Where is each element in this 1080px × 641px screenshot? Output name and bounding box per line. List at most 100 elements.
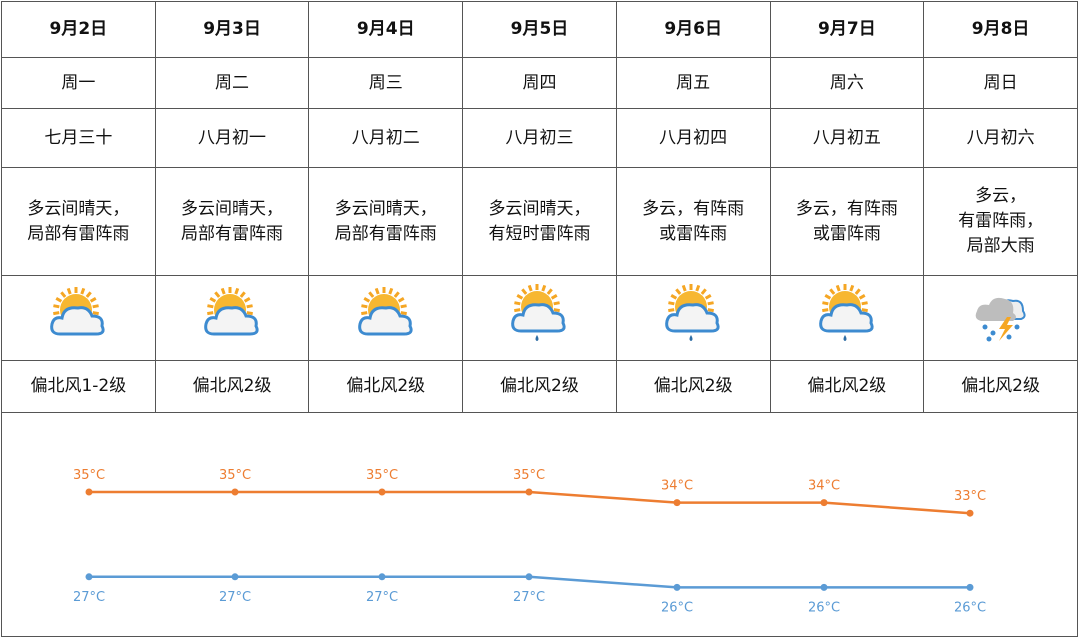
forecast-table: 9月2日 9月3日 9月4日 9月5日 9月6日 9月7日 9月8日周一 周二 周三 周四 周五 周六… xyxy=(1,1,1078,413)
wind-text: 偏北风2级 xyxy=(653,376,733,396)
wind-text: 偏北风2级 xyxy=(961,376,1041,396)
high-temp-point xyxy=(820,499,828,507)
low-temp-label: 27°C xyxy=(219,590,251,605)
wind-cell: 偏北风2级 xyxy=(769,360,925,413)
wind-row: 偏北风1-2级 偏北风2级 偏北风2级 偏北风2级 偏北风2级 偏北风2级 偏北风2级 xyxy=(1,360,1078,413)
low-temp-label: 27°C xyxy=(513,590,545,605)
weather-text: 多云间晴天， 有短时雷阵雨 xyxy=(488,198,591,244)
weekday-row: 周一 周二 周三 周四 周五 周六 周日 xyxy=(1,57,1078,109)
icon-row xyxy=(1,275,1078,361)
weather-icon-cell xyxy=(923,275,1078,361)
high-temp-point xyxy=(85,488,93,496)
wind-text: 偏北风1-2级 xyxy=(30,376,127,396)
weekday-text: 周四 xyxy=(522,72,557,93)
weather-cell: 多云间晴天， 局部有雷阵雨 xyxy=(154,167,310,276)
date-cell: 9月4日 xyxy=(308,1,464,58)
high-temp-point xyxy=(378,488,386,496)
temperature-chart-svg: 35°C 35°C 35°C 35°C 34°C 34°C 33°C 27°C 27°C 27°C… xyxy=(73,468,986,615)
thunderstorm-icon xyxy=(971,297,1031,350)
wind-text: 偏北风2级 xyxy=(807,376,887,396)
low-temp-point xyxy=(966,583,974,591)
low-temp-point xyxy=(85,573,93,581)
high-temp-point xyxy=(525,488,533,496)
low-temp-point xyxy=(378,573,386,581)
high-temp-label: 35°C xyxy=(366,468,398,483)
temperature-chart: 35°C 35°C 35°C 35°C 34°C 34°C 33°C 27°C 27°C 27°C… xyxy=(1,412,1078,637)
high-temp-label: 35°C xyxy=(219,468,251,483)
high-temp-label: 34°C xyxy=(661,479,693,494)
weather-text: 多云，有阵雨 或雷阵雨 xyxy=(642,198,745,244)
low-temp-point xyxy=(525,573,533,581)
lunar-text: 八月初二 xyxy=(351,127,420,148)
weather-icon-cell xyxy=(308,275,464,361)
lunar-row: 七月三十 八月初一 八月初二 八月初三 八月初四 八月初五 八月初六 xyxy=(1,108,1078,168)
high-temp-label: 35°C xyxy=(513,468,545,483)
low-temp-point xyxy=(820,583,828,591)
date-cell: 9月8日 xyxy=(923,1,1078,58)
low-temp-label: 27°C xyxy=(73,590,105,605)
low-temp-label: 26°C xyxy=(808,600,840,615)
partly-cloudy-icon xyxy=(354,287,418,347)
weekday-text: 周五 xyxy=(676,72,711,93)
wind-cell: 偏北风2级 xyxy=(615,360,771,413)
weather-icon-cell xyxy=(769,275,925,361)
wind-text: 偏北风2级 xyxy=(192,376,272,396)
weather-icon-cell xyxy=(1,275,156,361)
date-text: 9月4日 xyxy=(356,19,415,39)
date-cell: 9月2日 xyxy=(1,1,156,58)
weekday-cell: 周日 xyxy=(923,57,1078,109)
date-cell: 9月7日 xyxy=(769,1,925,58)
weekday-cell: 周一 xyxy=(1,57,156,109)
wind-cell: 偏北风2级 xyxy=(462,360,617,413)
partly-cloudy-rain-icon xyxy=(661,284,725,350)
date-text: 9月3日 xyxy=(203,19,261,39)
wind-cell: 偏北风2级 xyxy=(308,360,464,413)
partly-cloudy-rain-icon xyxy=(507,284,571,350)
date-cell: 9月5日 xyxy=(462,1,617,58)
high-temp-point xyxy=(231,488,239,496)
date-cell: 9月3日 xyxy=(154,1,310,58)
date-text: 9月2日 xyxy=(49,19,108,39)
weather-cell: 多云，有阵雨 或雷阵雨 xyxy=(769,167,925,276)
high-temp-point xyxy=(966,509,974,517)
weekday-text: 周一 xyxy=(61,72,96,93)
lunar-text: 八月初四 xyxy=(659,127,728,148)
partly-cloudy-icon xyxy=(46,287,110,347)
weekday-cell: 周二 xyxy=(154,57,310,109)
weather-text: 多云， 有雷阵雨， 局部大雨 xyxy=(958,186,1044,256)
weekday-text: 周二 xyxy=(215,72,250,93)
lunar-cell: 八月初一 xyxy=(154,108,310,168)
weather-cell: 多云， 有雷阵雨， 局部大雨 xyxy=(923,167,1078,276)
weather-icon-cell xyxy=(462,275,617,361)
high-temp-label: 33°C xyxy=(954,489,986,504)
weather-text: 多云间晴天， 局部有雷阵雨 xyxy=(27,198,130,244)
wind-text: 偏北风2级 xyxy=(500,376,579,396)
date-cell: 9月6日 xyxy=(615,1,771,58)
wind-cell: 偏北风1-2级 xyxy=(1,360,156,413)
high-temp-point xyxy=(673,499,681,507)
wind-cell: 偏北风2级 xyxy=(154,360,310,413)
partly-cloudy-icon xyxy=(200,287,264,347)
high-temp-label: 35°C xyxy=(73,468,105,483)
lunar-text: 八月初三 xyxy=(505,127,574,148)
weekday-text: 周日 xyxy=(983,72,1018,93)
lunar-cell: 七月三十 xyxy=(1,108,156,168)
lunar-text: 八月初六 xyxy=(966,127,1035,148)
weather-cell: 多云间晴天， 局部有雷阵雨 xyxy=(1,167,156,276)
low-temp-label: 26°C xyxy=(954,600,986,615)
weather-row: 多云间晴天， 局部有雷阵雨 多云间晴天， 局部有雷阵雨 多云间晴天， 局部有雷阵雨 多… xyxy=(1,167,1078,276)
weather-icon-cell xyxy=(615,275,771,361)
lunar-cell: 八月初二 xyxy=(308,108,464,168)
weekday-text: 周六 xyxy=(829,72,864,93)
date-text: 9月7日 xyxy=(818,19,876,39)
weather-icon-cell xyxy=(154,275,310,361)
low-temp-label: 26°C xyxy=(661,600,693,615)
lunar-cell: 八月初三 xyxy=(462,108,617,168)
low-temp-label: 27°C xyxy=(366,590,398,605)
date-text: 9月6日 xyxy=(664,19,722,39)
date-text: 9月8日 xyxy=(971,19,1030,39)
weekday-text: 周三 xyxy=(368,72,403,93)
weekday-cell: 周四 xyxy=(462,57,617,109)
lunar-cell: 八月初六 xyxy=(923,108,1078,168)
partly-cloudy-rain-icon xyxy=(815,284,879,350)
